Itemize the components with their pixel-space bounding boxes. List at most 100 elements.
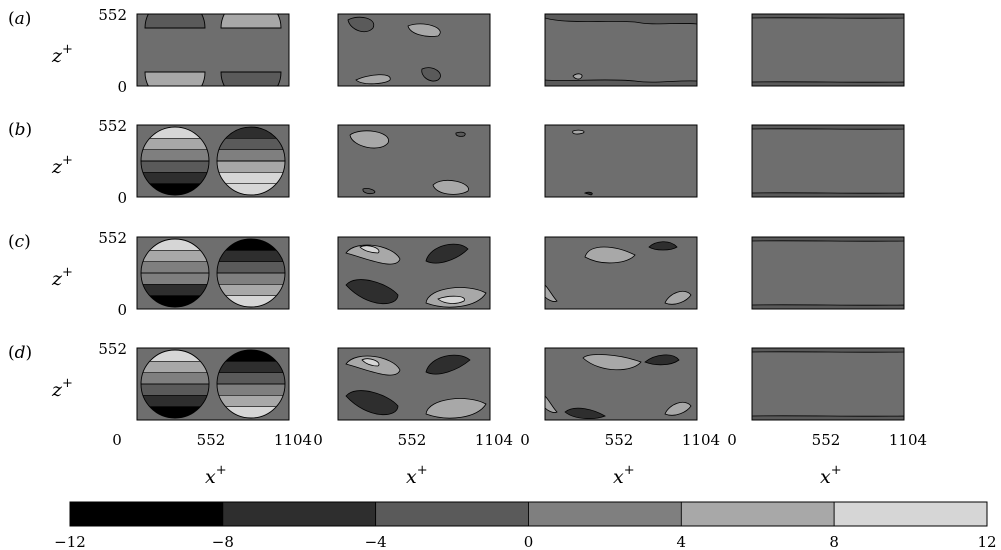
- contour-outline: [216, 126, 286, 162]
- colorbar-segment: [680, 501, 835, 527]
- panel-r1-c3: [544, 13, 698, 87]
- panel-frame: [751, 13, 905, 87]
- contour-region: [421, 67, 441, 82]
- y-tick-label: 0: [117, 301, 127, 319]
- colorbar-segment: [69, 501, 224, 527]
- colorbar-segment: [222, 501, 377, 527]
- panel-frame: [136, 347, 290, 421]
- contour-outline: [144, 71, 206, 86]
- contour-region: [425, 354, 471, 375]
- contour-region: [752, 125, 904, 130]
- panel-r1-c1: [136, 13, 290, 87]
- panel-r3-c2: [337, 236, 491, 310]
- contour-band: [141, 183, 209, 195]
- contour-region: [545, 395, 558, 413]
- y-axis-label: z+: [51, 42, 73, 67]
- contour-band: [141, 250, 209, 263]
- panel-r4-c4: [751, 347, 905, 421]
- x-tick-label: 552: [812, 431, 841, 449]
- panel-row-label: (a): [8, 9, 31, 29]
- y-tick-label: 0: [117, 78, 127, 96]
- y-tick-label: 552: [98, 6, 127, 24]
- panel-row-label: (d): [8, 343, 32, 363]
- contour-band: [141, 383, 209, 397]
- contour-outline: [216, 160, 286, 196]
- contour-region: [545, 284, 558, 302]
- contour-region: [752, 304, 904, 309]
- contour-region: [545, 79, 697, 86]
- y-axis-label: z+: [51, 376, 73, 401]
- panel-frame: [751, 347, 905, 421]
- colorbar: −12 −8 −4 0 4 8 12: [54, 501, 997, 550]
- panel-frame: [751, 236, 905, 310]
- contour-region: [361, 358, 380, 367]
- panel-background: [752, 125, 904, 197]
- contour-band: [141, 406, 209, 418]
- panel-r1-c2: [337, 13, 491, 87]
- contour-region: [572, 73, 583, 80]
- contour-region: [432, 179, 469, 195]
- colorbar-tick-label: 0: [524, 533, 534, 550]
- contour-band: [217, 172, 285, 185]
- contour-region: [664, 290, 692, 305]
- contour-region: [455, 131, 466, 137]
- contour-region: [347, 16, 375, 33]
- contour-band: [217, 295, 285, 307]
- x-tick-label: 1104: [682, 431, 720, 449]
- panel-frame: [544, 13, 698, 87]
- contour-region: [425, 243, 469, 264]
- x-tick-label: 0: [727, 431, 737, 449]
- y-axis-label: z+: [51, 153, 73, 178]
- contour-outline: [144, 14, 206, 29]
- panel-frame: [337, 124, 491, 198]
- y-tick-label: 552: [98, 117, 127, 135]
- contour-outline: [220, 71, 282, 86]
- contour-region: [752, 81, 904, 86]
- contour-region: [648, 241, 678, 251]
- colorbar-frame: [69, 501, 988, 527]
- contour-region: [437, 295, 465, 304]
- contour-region: [545, 14, 697, 25]
- contour-panels: [136, 13, 905, 421]
- contour-band: [221, 14, 281, 28]
- contour-region: [752, 14, 904, 19]
- x-tick-label: 1104: [475, 431, 513, 449]
- colorbar-segment: [528, 501, 682, 527]
- y-tick-label: 552: [98, 229, 127, 247]
- contour-band: [141, 161, 209, 174]
- panel-frame: [751, 124, 905, 198]
- colorbar-segment: [833, 501, 988, 527]
- contour-region: [349, 130, 389, 149]
- contour-band: [141, 261, 209, 274]
- contour-band: [217, 406, 285, 418]
- panel-background: [752, 14, 904, 86]
- x-axis-label: x+: [613, 463, 635, 488]
- panel-frame: [337, 236, 491, 310]
- contour-region: [644, 354, 680, 366]
- panel-frame: [544, 236, 698, 310]
- contour-region: [345, 390, 399, 416]
- panel-r4-c2: [337, 347, 491, 421]
- contour-region: [752, 348, 904, 353]
- contour-band: [145, 72, 205, 86]
- x-tick-label: 0: [112, 431, 122, 449]
- x-axis-label: x+: [820, 463, 842, 488]
- contour-outline: [140, 126, 210, 162]
- x-tick-label: 552: [398, 431, 427, 449]
- contour-band: [217, 250, 285, 263]
- contour-band: [217, 149, 285, 162]
- x-tick-label: 1104: [274, 431, 312, 449]
- panel-frame: [544, 347, 698, 421]
- panel-frame: [136, 236, 290, 310]
- contour-band: [141, 372, 209, 385]
- panel-r4-c3: [544, 347, 698, 421]
- contour-band: [217, 361, 285, 374]
- x-axis-label: x+: [406, 463, 428, 488]
- axis-annotations: (a) 552 0 z+ (b) 552 0 z+ (c) 552 0 z+ (d) 552 z+ 0 552 1…: [8, 6, 927, 488]
- contour-band: [217, 161, 285, 174]
- panel-frame: [136, 13, 290, 87]
- contour-region: [583, 191, 593, 196]
- contour-region: [425, 398, 487, 419]
- contour-region: [582, 354, 642, 371]
